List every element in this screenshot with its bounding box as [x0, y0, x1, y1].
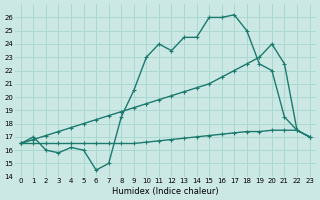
- X-axis label: Humidex (Indice chaleur): Humidex (Indice chaleur): [112, 187, 219, 196]
